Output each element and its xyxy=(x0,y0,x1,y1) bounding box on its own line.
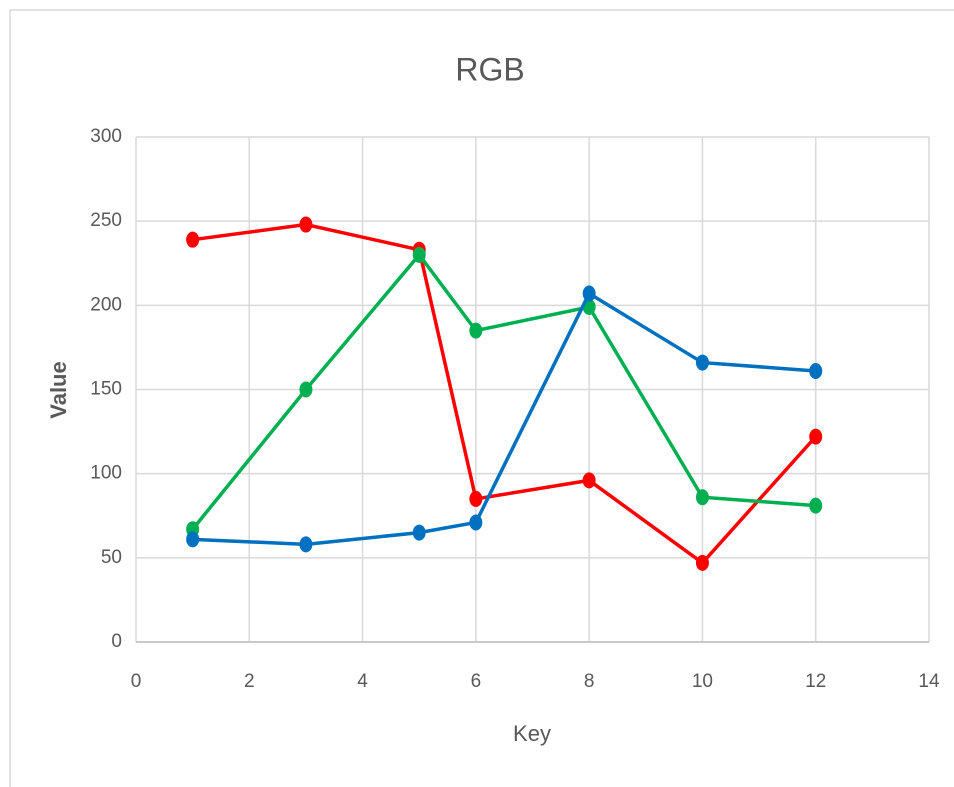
x-tick-label: 6 xyxy=(471,671,482,692)
data-point xyxy=(695,489,709,506)
data-point xyxy=(186,531,200,548)
data-point xyxy=(412,524,426,541)
y-tick-label: 100 xyxy=(90,463,122,484)
x-tick-label: 8 xyxy=(584,671,595,692)
y-tick-label: 150 xyxy=(90,379,122,400)
x-tick-label: 0 xyxy=(131,671,142,692)
data-point xyxy=(695,554,709,571)
x-tick-label: 4 xyxy=(357,671,368,692)
chart-frame xyxy=(9,9,954,787)
data-point xyxy=(809,362,823,379)
data-point xyxy=(809,428,823,445)
data-point xyxy=(299,536,313,553)
x-tick-label: 14 xyxy=(918,671,940,692)
data-point xyxy=(695,354,709,371)
data-point xyxy=(469,514,483,531)
data-point xyxy=(299,216,313,233)
x-tick-label: 2 xyxy=(244,671,255,692)
y-axis-label: Value xyxy=(46,361,71,418)
y-tick-label: 0 xyxy=(111,631,122,652)
x-tick-label: 12 xyxy=(805,671,826,692)
data-point xyxy=(469,490,483,507)
y-tick-label: 250 xyxy=(90,210,122,231)
data-point xyxy=(582,285,596,302)
data-point xyxy=(186,231,200,248)
y-tick-label: 50 xyxy=(101,547,122,568)
data-point xyxy=(412,246,426,263)
data-point xyxy=(469,322,483,339)
y-tick-label: 200 xyxy=(90,294,122,315)
data-point xyxy=(582,472,596,489)
chart-title: RGB xyxy=(455,51,524,87)
x-axis-label: Key xyxy=(513,721,551,746)
data-point xyxy=(299,381,313,398)
data-point xyxy=(809,497,823,514)
y-tick-label: 300 xyxy=(90,126,122,147)
x-tick-label: 10 xyxy=(692,671,713,692)
